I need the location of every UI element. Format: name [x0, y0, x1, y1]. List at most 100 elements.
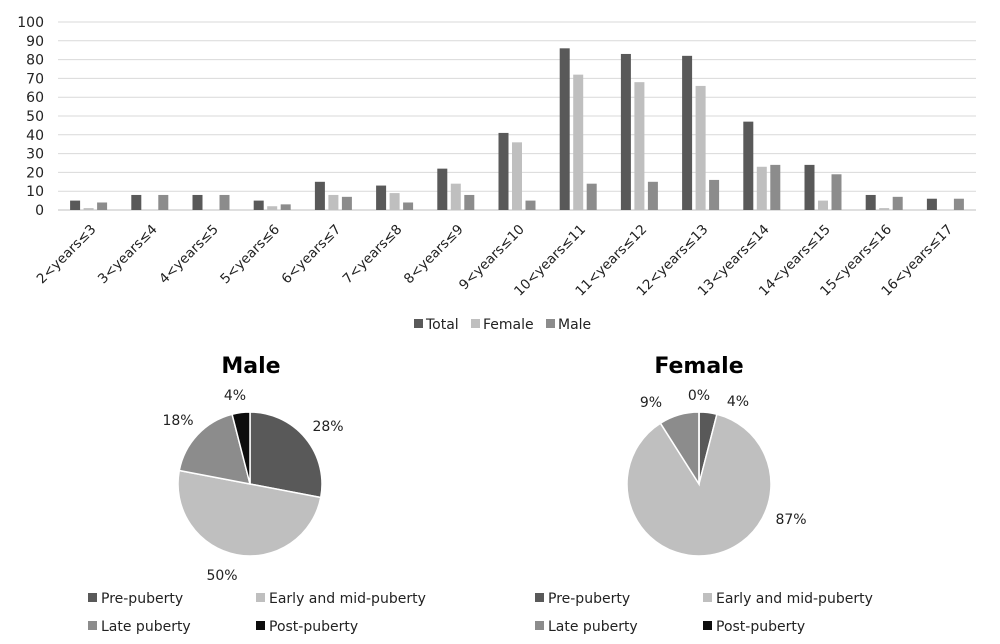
bar-total	[620, 53, 631, 211]
male-pie-chart: Male 28% 50% 18% 4% Pre-puberty Early and mi…	[88, 354, 426, 635]
y-tick-label: 90	[26, 34, 44, 50]
bar-male	[709, 179, 720, 210]
bar-male	[219, 194, 230, 210]
x-tick-label: 2<years≤3	[34, 222, 100, 288]
bar-female	[573, 74, 584, 210]
bar-total	[437, 168, 448, 210]
pie-slice-pre-puberty	[249, 411, 323, 499]
bar-male	[831, 174, 842, 210]
legend-swatch	[88, 621, 97, 630]
legend-label: Post-puberty	[269, 619, 358, 635]
legend-label-female: Female	[483, 317, 534, 333]
bar-male	[341, 196, 352, 210]
pie-data-label: 28%	[312, 419, 343, 435]
bar-total	[804, 164, 815, 210]
pie-data-label: 9%	[640, 395, 662, 411]
bar-y-axis: 0 10 20 30 40 50 60 70 80 90 100	[17, 15, 44, 219]
legend-label-total: Total	[425, 317, 459, 333]
legend-swatch	[535, 621, 544, 630]
bar-female	[389, 193, 400, 210]
bar-male	[892, 196, 903, 210]
bar-male	[770, 164, 781, 210]
pie-data-label: 4%	[224, 388, 246, 404]
bar-female	[756, 166, 767, 210]
bar-total	[743, 121, 754, 210]
bar-female	[512, 142, 522, 210]
legend-swatch	[535, 593, 544, 602]
legend-label: Late puberty	[548, 619, 638, 635]
y-tick-label: 80	[26, 53, 44, 69]
y-tick-label: 20	[26, 165, 44, 181]
bar-male	[953, 198, 964, 210]
bar-male	[158, 194, 169, 210]
female-pie-slices	[626, 411, 772, 557]
bar-series	[70, 48, 964, 211]
x-tick-label: 4<years≤5	[156, 222, 222, 288]
female-pie-legend: Pre-puberty Early and mid-puberty Late pub…	[535, 591, 873, 635]
pie-data-label: 18%	[162, 413, 193, 429]
bar-total	[376, 185, 387, 210]
bar-male	[280, 204, 291, 210]
y-tick-label: 0	[35, 203, 44, 219]
legend-label: Late puberty	[101, 619, 191, 635]
legend-label: Post-puberty	[716, 619, 805, 635]
bar-male	[525, 200, 536, 210]
bar-male	[647, 181, 658, 210]
female-pie-chart: Female 4% 87% 9% 0% Pre-puberty Early and mi…	[535, 354, 873, 635]
bar-gridlines	[58, 21, 976, 211]
legend-swatch	[703, 621, 712, 630]
y-tick-label: 40	[26, 128, 44, 144]
male-pie-legend: Pre-puberty Early and mid-puberty Late pub…	[88, 591, 426, 635]
bar-male	[403, 202, 414, 210]
bar-male	[586, 183, 597, 210]
x-tick-label: 5<years≤6	[217, 222, 283, 288]
bar-x-axis: 2<years≤33<years≤44<years≤55<years≤66<ye…	[34, 222, 957, 300]
bar-female	[879, 208, 890, 210]
bar-male	[97, 202, 108, 210]
bar-total	[682, 55, 693, 211]
legend-swatch	[256, 593, 265, 602]
x-tick-label: 7<years≤8	[340, 222, 406, 288]
legend-swatch	[256, 621, 265, 630]
bar-female	[818, 200, 828, 210]
male-pie-labels: 28% 50% 18% 4%	[162, 388, 343, 584]
y-tick-label: 70	[26, 71, 44, 87]
y-tick-label: 30	[26, 147, 44, 163]
male-pie-title: Male	[221, 354, 280, 379]
legend-swatch	[88, 593, 97, 602]
y-tick-label: 60	[26, 90, 44, 106]
male-pie-slices	[177, 411, 323, 557]
bar-total	[559, 48, 570, 210]
bar-male	[464, 194, 475, 210]
bar-female	[328, 194, 339, 210]
x-tick-label: 8<years≤9	[401, 222, 467, 288]
y-tick-label: 10	[26, 184, 44, 200]
bar-total	[865, 194, 876, 210]
bar-female	[634, 82, 645, 210]
bar-female	[83, 208, 94, 210]
legend-swatch-male	[546, 319, 555, 328]
legend-swatch-total	[414, 319, 423, 328]
bar-female	[450, 183, 461, 210]
pie-data-label: 50%	[206, 568, 237, 584]
pie-data-label: 4%	[727, 394, 749, 410]
legend-swatch-female	[471, 319, 480, 328]
bar-chart: 0 10 20 30 40 50 60 70 80 90 100 2<years≤33<years≤…	[17, 15, 976, 333]
pie-slice-early-and-mid-puberty	[177, 469, 322, 557]
y-tick-label: 100	[17, 15, 44, 31]
pie-data-label: 0%	[688, 388, 710, 404]
y-tick-label: 50	[26, 109, 44, 125]
pie-slice-late-puberty	[178, 413, 252, 485]
bar-female	[695, 85, 706, 210]
bar-total	[131, 194, 142, 210]
bar-total	[498, 132, 509, 210]
pie-data-label: 87%	[775, 512, 806, 528]
bar-female	[267, 206, 278, 210]
legend-label: Pre-puberty	[101, 591, 183, 607]
legend-label: Early and mid-puberty	[269, 591, 426, 607]
legend-label-male: Male	[558, 317, 591, 333]
legend-label: Pre-puberty	[548, 591, 630, 607]
legend-label: Early and mid-puberty	[716, 591, 873, 607]
bar-total	[192, 194, 203, 210]
legend-swatch	[703, 593, 712, 602]
